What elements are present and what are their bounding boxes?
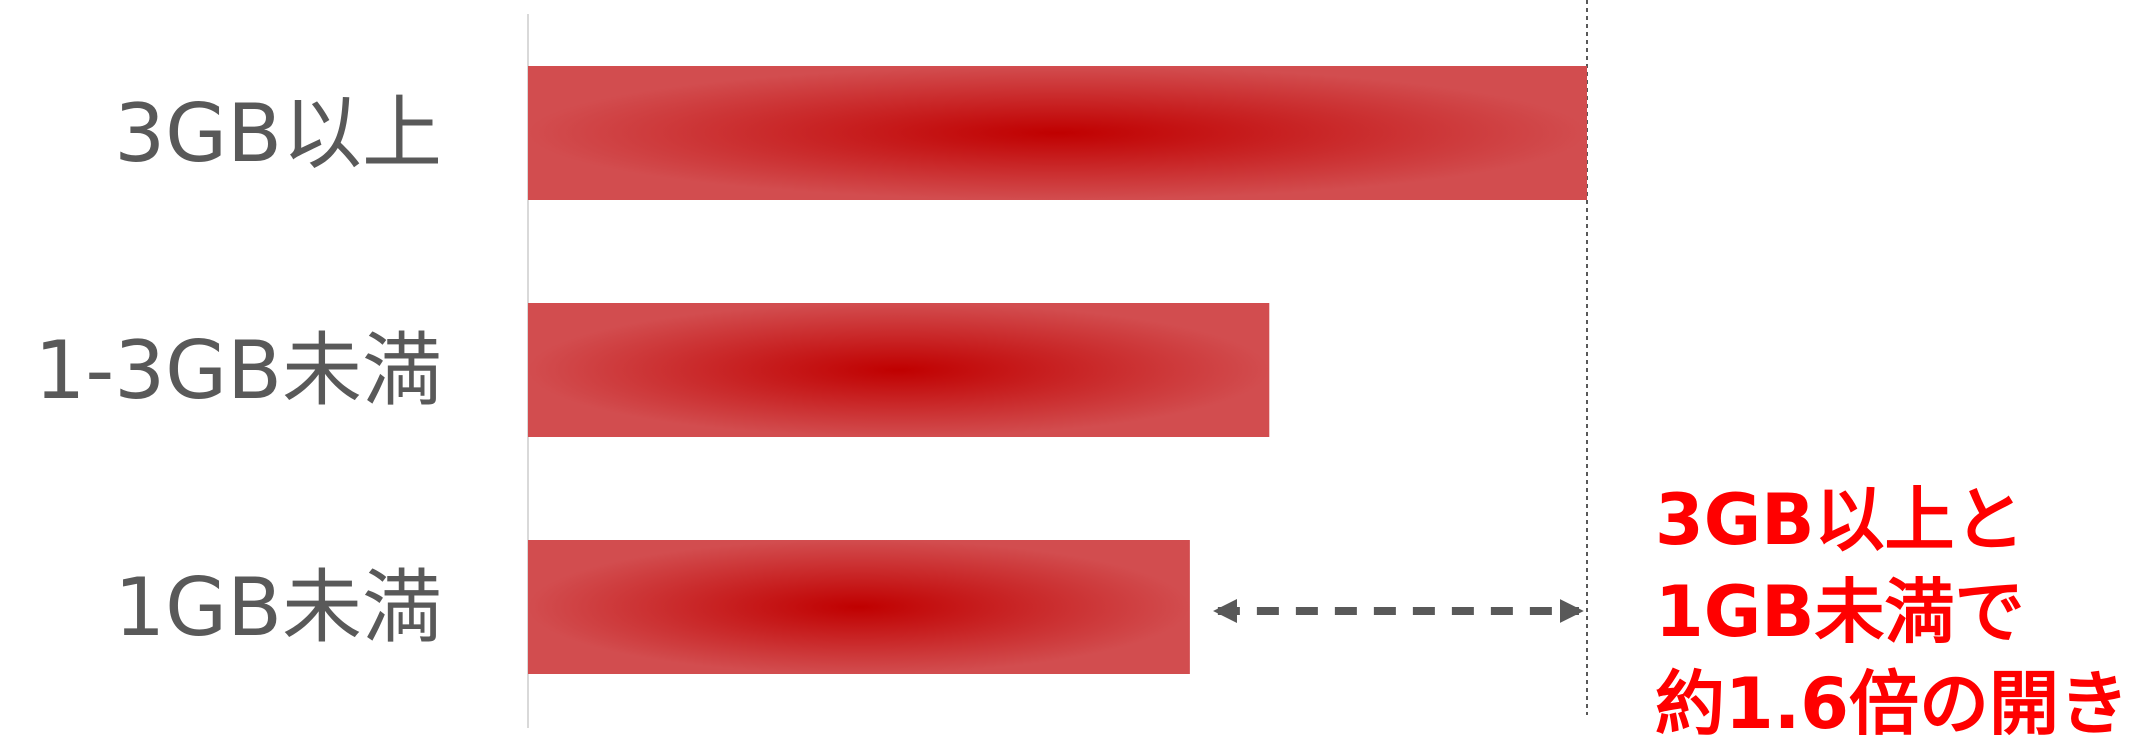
annotation-line: 3GB以上と [1655, 479, 2025, 561]
bar-chart: 3GB以上 1-3GB未満 1GB未満 [34, 0, 1588, 728]
bar [528, 66, 1587, 200]
category-label: 3GB以上 [114, 87, 442, 180]
category-label: 1-3GB未満 [34, 324, 442, 417]
annotation-line: 約1.6倍の開き [1655, 663, 2130, 745]
bar [528, 540, 1190, 674]
category-labels-group: 3GB以上 1-3GB未満 1GB未満 [34, 87, 442, 654]
annotation-line: 1GB未満で [1655, 571, 2025, 653]
category-label: 1GB未満 [114, 561, 442, 654]
bar [528, 303, 1270, 437]
bars-group [528, 66, 1587, 674]
difference-annotation: 3GB以上と 1GB未満で 約1.6倍の開き [1655, 474, 2135, 750]
